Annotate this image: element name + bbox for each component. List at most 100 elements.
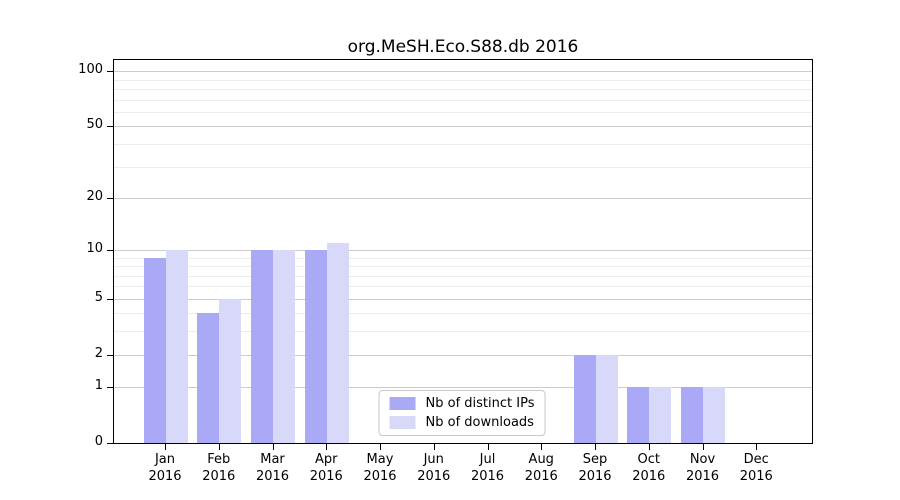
bar-downloads: [219, 298, 242, 443]
x-tick-mark: [433, 444, 435, 450]
gridline-major: [114, 249, 812, 251]
y-tick-label: 2: [94, 345, 103, 361]
x-tick-label-year: 2016: [578, 469, 612, 484]
y-tick-mark: [107, 71, 113, 73]
x-tick-mark: [648, 444, 650, 450]
x-tick-label-year: 2016: [685, 469, 720, 484]
x-tick-label-month: Nov: [689, 452, 716, 467]
bar-distinct-ips: [573, 354, 596, 443]
gridline-major: [114, 126, 812, 128]
x-tick-label-month: Sep: [582, 452, 608, 467]
gridline-minor: [114, 112, 812, 114]
y-tick-mark: [107, 197, 113, 199]
legend-item-downloads: Nb of downloads: [389, 415, 535, 430]
x-tick-label-month: Jun: [423, 452, 444, 467]
x-tick-mark: [756, 444, 758, 450]
gridline-major: [114, 387, 812, 389]
x-tick-label-month: Apr: [315, 452, 338, 467]
legend-item-distinct-ips: Nb of distinct IPs: [389, 396, 535, 411]
x-tick-label-year: 2016: [255, 469, 290, 484]
bar-downloads: [595, 354, 618, 443]
bar-distinct-ips: [143, 257, 166, 443]
gridline-minor: [114, 313, 812, 315]
x-tick-label-month: May: [366, 452, 394, 467]
x-tick-label: Dec 2016: [716, 451, 796, 485]
y-tick-mark: [107, 443, 113, 444]
bar-distinct-ips: [197, 313, 220, 443]
x-tick-label: Aug 2016: [501, 451, 581, 485]
y-tick-label: 5: [94, 289, 103, 305]
legend-swatch-downloads: [389, 416, 416, 429]
x-tick-mark: [218, 444, 220, 450]
x-tick-label: May 2016: [340, 451, 420, 485]
gridline-major: [114, 197, 812, 199]
x-tick-label-month: Jan: [154, 452, 176, 467]
y-tick-label: 10: [86, 240, 103, 256]
x-tick-label: Nov 2016: [663, 451, 743, 485]
x-tick-label-year: 2016: [309, 469, 343, 484]
y-tick-mark: [107, 249, 113, 251]
bar-downloads: [326, 242, 349, 443]
x-tick-label: Oct 2016: [609, 451, 689, 485]
legend-label-distinct-ips: Nb of distinct IPs: [425, 396, 535, 411]
x-tick-label: Jul 2016: [448, 451, 528, 485]
y-tick-label: 0: [94, 434, 103, 449]
bar-distinct-ips: [681, 387, 703, 443]
x-tick-label: Jun 2016: [394, 451, 474, 485]
legend: Nb of distinct IPs Nb of downloads: [378, 390, 546, 436]
gridline-minor: [114, 99, 812, 101]
gridline-minor: [114, 257, 812, 259]
x-tick-label: Mar 2016: [233, 451, 313, 485]
bar-downloads: [649, 387, 672, 443]
gridline-minor: [114, 286, 812, 288]
bar-distinct-ips: [627, 387, 650, 443]
x-tick-label-month: Oct: [637, 452, 660, 467]
gridline-minor: [114, 89, 812, 91]
bar-distinct-ips: [251, 249, 273, 443]
y-tick-mark: [107, 387, 113, 389]
y-tick-label: 20: [86, 188, 103, 204]
gridline-minor: [114, 266, 812, 268]
x-tick-label-month: Mar: [260, 452, 285, 467]
x-tick-label: Apr 2016: [286, 451, 366, 485]
x-tick-mark: [326, 444, 328, 450]
y-tick-mark: [107, 298, 113, 300]
bar-downloads: [703, 387, 725, 443]
gridline-minor: [114, 79, 812, 81]
x-tick-label-year: 2016: [632, 469, 666, 484]
bar-downloads: [165, 249, 188, 443]
x-tick-mark: [165, 444, 166, 450]
gridline-major: [114, 71, 812, 73]
legend-label-downloads: Nb of downloads: [425, 415, 534, 430]
gridline-minor: [114, 144, 812, 146]
legend-swatch-distinct-ips: [389, 397, 416, 410]
plot-area: [113, 59, 813, 444]
x-tick-label: Sep 2016: [555, 451, 635, 485]
x-tick-mark: [487, 444, 489, 450]
gridline-major: [114, 298, 812, 300]
x-tick-label: Feb 2016: [179, 451, 259, 485]
chart-title: org.MeSH.Eco.S88.db 2016: [347, 37, 579, 57]
x-tick-mark: [702, 444, 704, 450]
gridline-minor: [114, 331, 812, 333]
x-tick-mark: [541, 444, 543, 450]
x-tick-mark: [595, 444, 596, 450]
y-tick-mark: [107, 354, 113, 356]
x-tick-label-year: 2016: [148, 469, 182, 484]
y-tick-label: 100: [78, 62, 103, 78]
x-tick-mark: [380, 444, 381, 450]
x-tick-label-year: 2016: [524, 469, 558, 484]
bar-downloads: [273, 249, 295, 443]
x-tick-mark: [272, 444, 274, 450]
y-tick-label: 50: [86, 117, 103, 133]
y-tick-mark: [107, 126, 113, 128]
x-tick-label-year: 2016: [363, 469, 397, 484]
x-tick-label-month: Feb: [207, 452, 231, 467]
gridline-minor: [114, 275, 812, 277]
y-tick-label: 1: [94, 378, 103, 394]
x-tick-label: Jan 2016: [125, 451, 205, 485]
x-tick-label-year: 2016: [470, 469, 505, 484]
gridline-minor: [114, 166, 812, 168]
x-tick-label-month: Dec: [743, 452, 769, 467]
